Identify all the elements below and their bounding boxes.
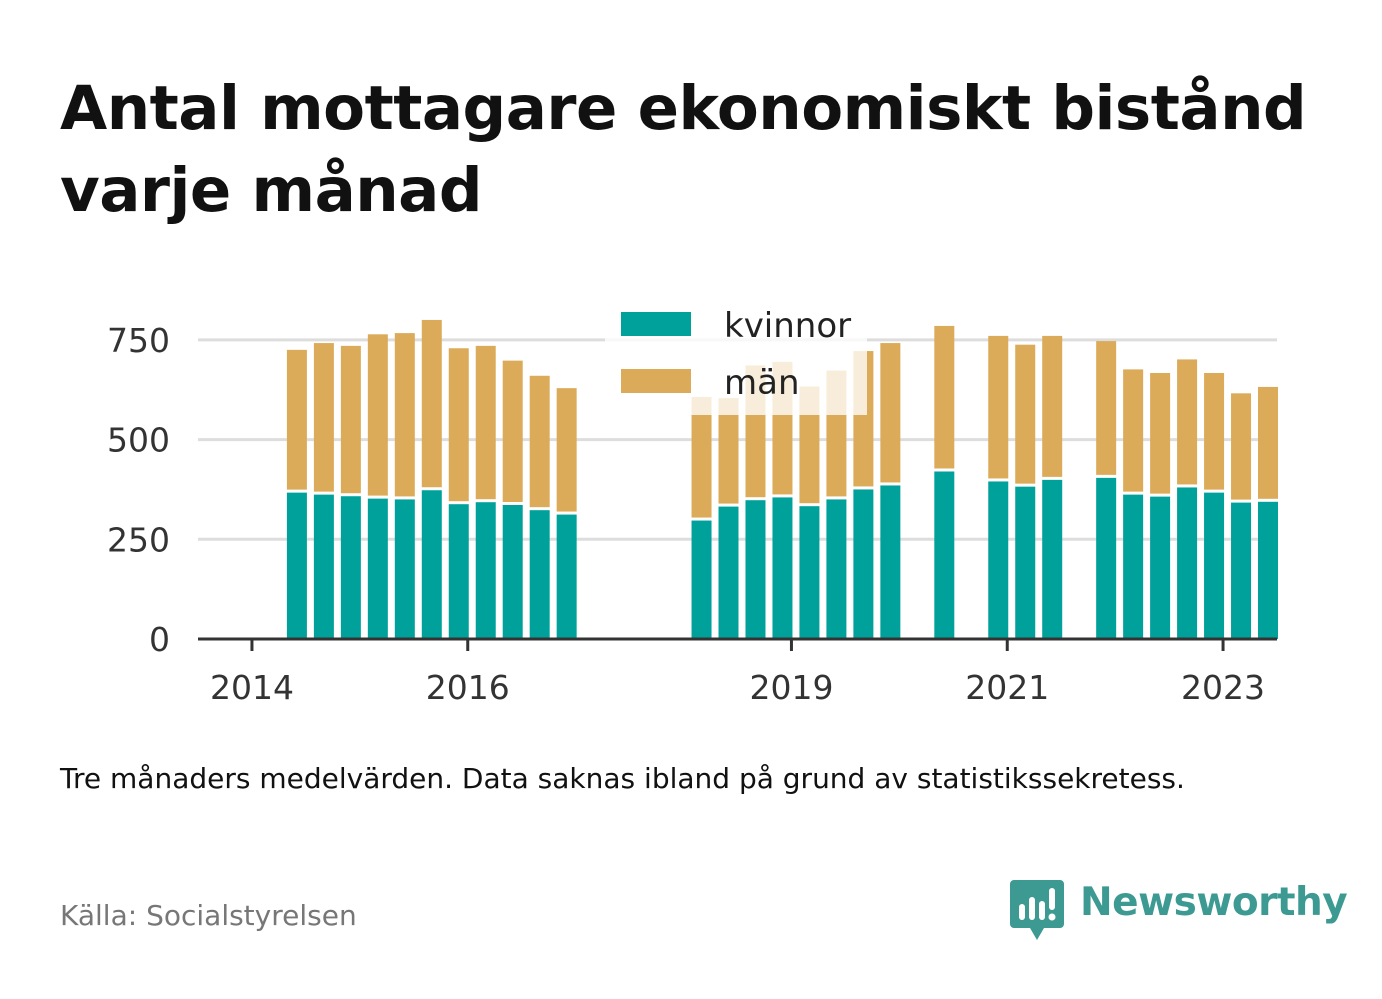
bar-chart-speech-bubble-icon: [1010, 880, 1064, 940]
bar-kvinnor: [1015, 486, 1036, 639]
bar-kvinnor: [826, 499, 847, 639]
bar-man: [934, 325, 955, 469]
bar-man: [313, 343, 334, 492]
bar-man: [340, 345, 361, 494]
bar-man: [1204, 372, 1225, 490]
bar-kvinnor: [1123, 494, 1144, 639]
x-tick-label: 2023: [1181, 668, 1265, 707]
bar-kvinnor: [502, 504, 523, 639]
bar-man: [691, 396, 712, 518]
bar-kvinnor: [340, 496, 361, 639]
x-tick-label: 2014: [210, 668, 294, 707]
axes: 0 250 500 750 2014 2016 2019 2021 2023: [107, 321, 1277, 707]
bar-kvinnor: [853, 489, 874, 639]
bar-man: [1015, 344, 1036, 484]
legend-label: kvinnor: [724, 306, 851, 346]
bar-man: [1177, 359, 1198, 485]
bar-man: [799, 386, 820, 504]
bar-kvinnor: [988, 481, 1009, 639]
y-tick-label: 0: [149, 620, 170, 659]
bar-kvinnor: [421, 490, 442, 639]
bar-kvinnor: [1177, 487, 1198, 639]
bar-man: [1150, 372, 1171, 494]
y-tick-label: 250: [107, 520, 170, 559]
legend-swatch: [621, 312, 691, 336]
bar-kvinnor: [286, 492, 307, 639]
legend-swatch: [621, 369, 691, 393]
bar-man: [988, 335, 1009, 479]
bar-man: [475, 345, 496, 500]
y-tick-label: 750: [107, 321, 170, 360]
bar-kvinnor: [718, 506, 739, 639]
legend: kvinnor män: [605, 295, 867, 415]
bar-kvinnor: [772, 497, 793, 639]
bar-man: [286, 349, 307, 490]
bar-man: [1042, 335, 1063, 477]
bar-man: [880, 343, 901, 483]
brand-name: Newsworthy: [1080, 880, 1348, 925]
bar-kvinnor: [1231, 502, 1252, 639]
bar-kvinnor: [1042, 479, 1063, 639]
x-tick-label: 2019: [749, 668, 833, 707]
bar-kvinnor: [880, 485, 901, 639]
bar-man: [1096, 341, 1117, 475]
bar-man: [1258, 386, 1279, 499]
bar-kvinnor: [475, 502, 496, 639]
bar-kvinnor: [448, 504, 469, 639]
bar-kvinnor: [1150, 496, 1171, 639]
bar-kvinnor: [313, 494, 334, 639]
bar-man: [556, 388, 577, 512]
bar-man: [502, 360, 523, 502]
bar-man: [1231, 393, 1252, 500]
bar-kvinnor: [691, 520, 712, 639]
bar-kvinnor: [1096, 477, 1117, 639]
bar-man: [421, 319, 442, 488]
x-tick-label: 2021: [965, 668, 1049, 707]
legend-label: män: [724, 363, 800, 403]
y-tick-label: 500: [107, 421, 170, 460]
stacked-bar-chart: kvinnor män 0 250 500 750 2014 2016 2019 2021 202…: [107, 295, 1279, 707]
bar-man: [529, 375, 550, 508]
bar-kvinnor: [745, 500, 766, 639]
bar-kvinnor: [529, 510, 550, 639]
bar-kvinnor: [394, 499, 415, 639]
bar-man: [718, 398, 739, 504]
chart-note: Tre månaders medelvärden. Data saknas ib…: [60, 762, 1185, 795]
bar-man: [448, 348, 469, 502]
bar-kvinnor: [934, 471, 955, 639]
bar-man: [367, 334, 388, 496]
bar-kvinnor: [799, 506, 820, 639]
bar-man: [1123, 369, 1144, 492]
bar-man: [394, 333, 415, 497]
bar-kvinnor: [1258, 501, 1279, 639]
source-text: Källa: Socialstyrelsen: [60, 899, 357, 932]
chart-title: Antal mottagare ekonomiskt bistånd varje…: [60, 73, 1307, 226]
bar-kvinnor: [1204, 492, 1225, 639]
bar-kvinnor: [556, 514, 577, 639]
bar-kvinnor: [367, 498, 388, 639]
bars: [286, 319, 1279, 639]
x-tick-label: 2016: [426, 668, 510, 707]
